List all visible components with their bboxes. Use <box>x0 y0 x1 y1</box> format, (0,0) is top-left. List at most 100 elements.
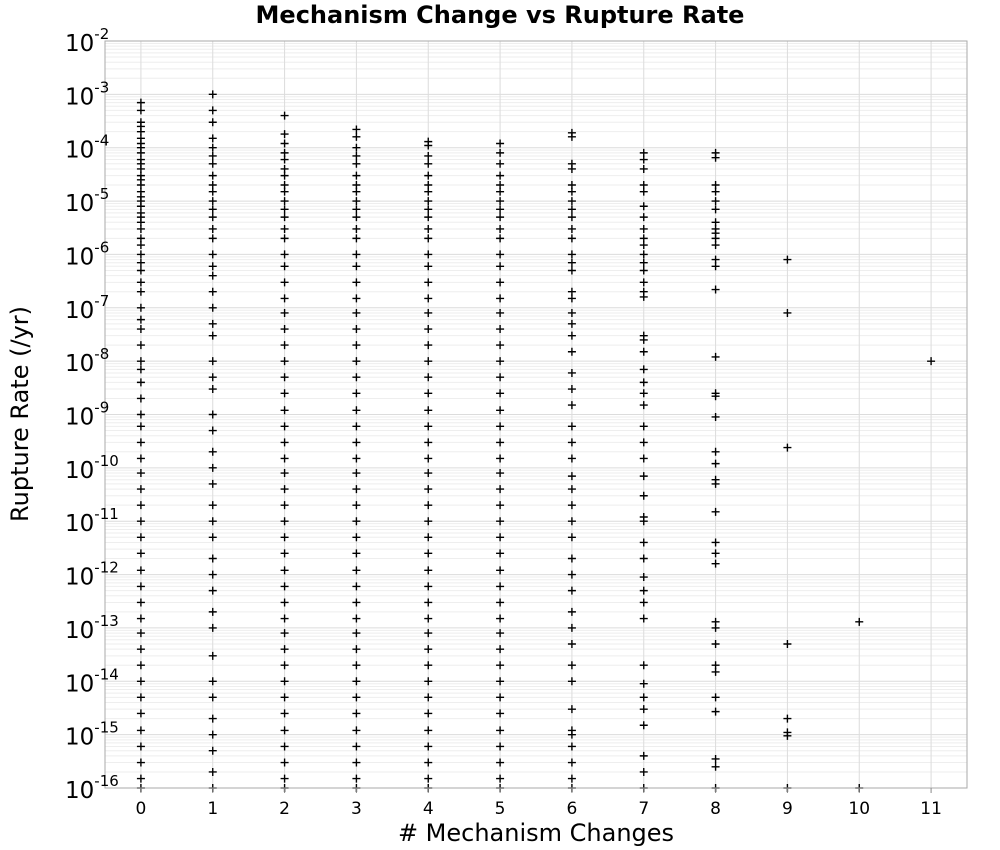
data-point <box>711 754 720 763</box>
data-point <box>208 250 217 259</box>
data-point <box>352 151 361 160</box>
data-point <box>496 373 505 382</box>
data-point <box>424 187 433 196</box>
y-tick-label: 10-11 <box>65 505 119 537</box>
data-point <box>136 258 145 267</box>
data-point <box>567 213 576 222</box>
data-point <box>280 234 289 243</box>
data-point <box>208 181 217 190</box>
data-point <box>496 262 505 271</box>
data-point <box>711 559 720 568</box>
data-point <box>280 454 289 463</box>
data-point <box>639 751 648 760</box>
data-point <box>496 438 505 447</box>
data-point <box>639 661 648 670</box>
y-tick-label: 10-12 <box>65 559 119 591</box>
data-point <box>352 406 361 415</box>
data-point <box>424 325 433 334</box>
data-point <box>208 143 217 152</box>
data-point <box>639 335 648 344</box>
data-point <box>208 570 217 579</box>
data-point <box>136 224 145 233</box>
data-point <box>496 139 505 148</box>
data-point <box>136 645 145 654</box>
data-point <box>136 677 145 686</box>
data-point <box>567 319 576 328</box>
data-point <box>496 406 505 415</box>
data-point <box>639 378 648 387</box>
data-point <box>424 278 433 287</box>
data-point <box>208 224 217 233</box>
data-point <box>352 125 361 134</box>
data-point <box>496 549 505 558</box>
data-point <box>639 614 648 623</box>
data-point <box>424 389 433 398</box>
data-point <box>783 255 792 264</box>
data-point <box>136 234 145 243</box>
data-point <box>280 726 289 735</box>
data-point <box>496 325 505 334</box>
data-point <box>639 554 648 563</box>
x-axis-label: # Mechanism Changes <box>398 819 674 847</box>
data-point <box>567 554 576 563</box>
data-point <box>136 614 145 623</box>
data-point <box>496 582 505 591</box>
x-tick-label: 2 <box>279 799 290 819</box>
data-point <box>567 224 576 233</box>
data-point <box>280 598 289 607</box>
data-point <box>567 368 576 377</box>
data-point <box>280 438 289 447</box>
data-point <box>208 447 217 456</box>
y-tick-label: 10-5 <box>65 185 109 217</box>
data-point <box>424 517 433 526</box>
data-point <box>424 406 433 415</box>
data-point <box>136 726 145 735</box>
data-point <box>567 533 576 542</box>
data-point <box>280 224 289 233</box>
data-point <box>424 197 433 206</box>
data-point <box>136 774 145 783</box>
data-point <box>424 693 433 702</box>
data-point <box>352 566 361 575</box>
data-point <box>424 533 433 542</box>
data-point <box>352 645 361 654</box>
data-point <box>567 607 576 616</box>
data-point <box>208 746 217 755</box>
y-tick-label: 10-3 <box>65 78 109 110</box>
data-point <box>424 141 433 150</box>
data-point <box>783 443 792 452</box>
x-tick-label: 7 <box>638 799 649 819</box>
data-point <box>783 308 792 317</box>
data-point <box>639 234 648 243</box>
data-point <box>567 774 576 783</box>
data-point <box>136 357 145 366</box>
x-tick-label: 8 <box>710 799 721 819</box>
data-point <box>424 357 433 366</box>
data-point <box>136 598 145 607</box>
data-point <box>711 285 720 294</box>
data-point <box>496 758 505 767</box>
y-tick-label: 10-10 <box>65 452 119 484</box>
data-point <box>208 271 217 280</box>
data-point <box>496 517 505 526</box>
data-point <box>496 533 505 542</box>
data-point <box>208 410 217 419</box>
data-point <box>496 148 505 157</box>
data-point <box>496 171 505 180</box>
data-point <box>711 507 720 516</box>
data-point <box>280 629 289 638</box>
data-point <box>496 614 505 623</box>
data-point <box>208 463 217 472</box>
data-point <box>639 241 648 250</box>
data-point <box>639 573 648 582</box>
data-point <box>496 774 505 783</box>
x-tick-label: 1 <box>207 799 218 819</box>
data-point <box>136 287 145 296</box>
data-point <box>136 218 145 227</box>
data-point <box>136 341 145 350</box>
data-point <box>208 517 217 526</box>
data-point <box>352 549 361 558</box>
x-tick-label: 11 <box>920 799 942 819</box>
data-point <box>280 213 289 222</box>
data-point <box>136 250 145 259</box>
